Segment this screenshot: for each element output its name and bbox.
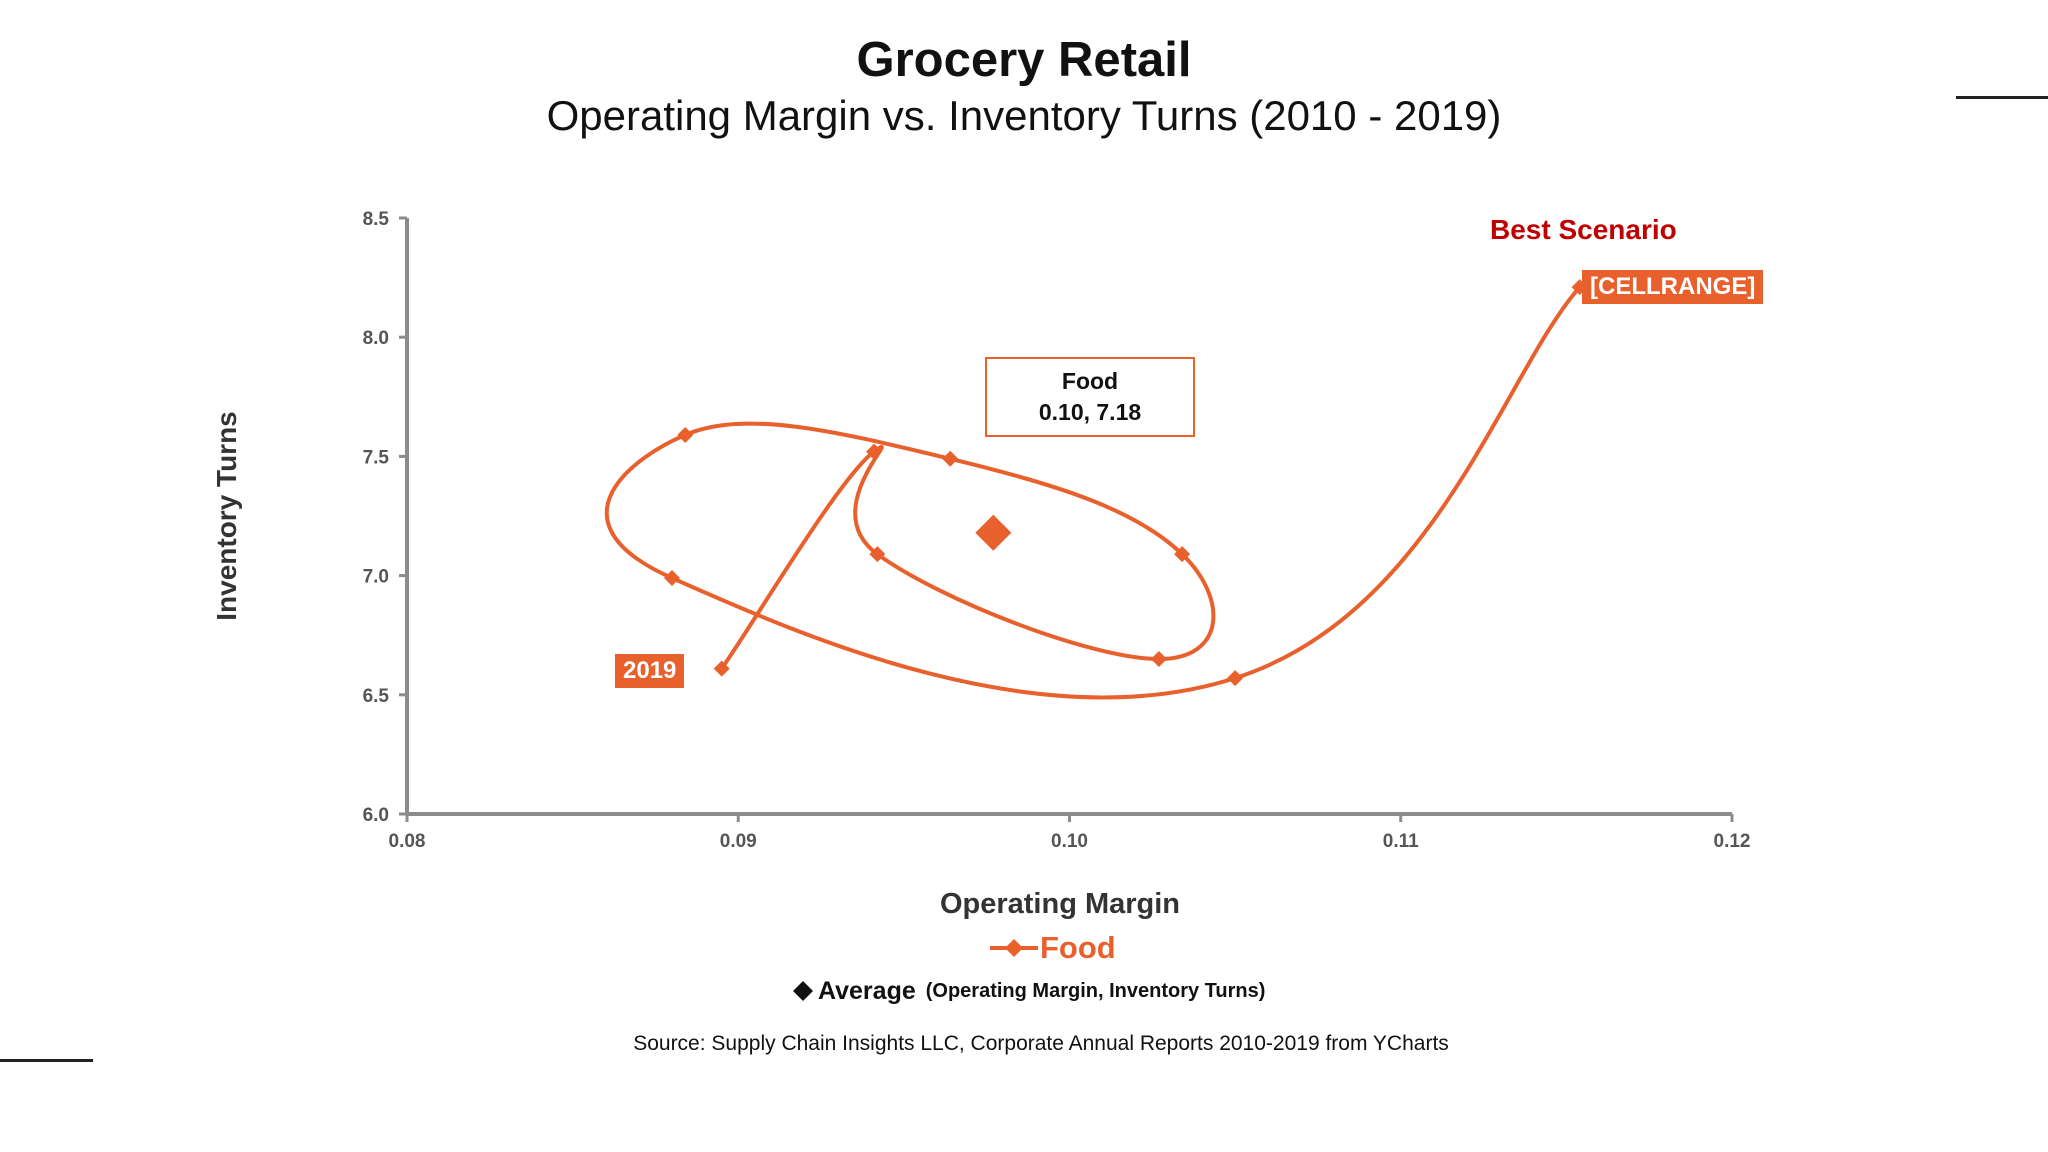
source-note: Source: Supply Chain Insights LLC, Corpo… — [633, 1032, 1449, 1055]
x-tick-label: 0.10 — [1051, 831, 1088, 852]
chart-series — [604, 279, 1588, 700]
x-axis-title: Operating Margin — [939, 888, 1181, 920]
x-tick-label: 0.11 — [1383, 831, 1419, 852]
decorative-line-right — [1956, 96, 2048, 99]
food-series-line — [604, 285, 1582, 700]
decorative-line-left — [0, 1059, 93, 1062]
chart-subtitle: Operating Margin vs. Inventory Turns (20… — [546, 92, 1502, 139]
legend-item-food: Food — [990, 930, 1116, 966]
y-tick-label: 6.5 — [363, 686, 390, 707]
end-point-label: 2019 — [615, 654, 685, 688]
x-tick-label: 0.08 — [389, 831, 426, 852]
y-tick-label: 8.0 — [363, 328, 389, 349]
legend-average-sub: (Operating Margin, Inventory Turns) — [925, 979, 1266, 1002]
average-callout-box: Food 0.10, 7.18 — [985, 357, 1195, 437]
average-data-point — [975, 514, 1012, 551]
y-tick-label: 7.0 — [363, 567, 389, 588]
x-tick-label: 0.12 — [1714, 831, 1751, 852]
food-data-point — [869, 546, 886, 563]
legend-average-label: Average — [818, 976, 916, 1005]
legend-food-marker — [990, 939, 1038, 957]
legend-food-label: Food — [1040, 930, 1116, 965]
chart-title: Grocery Retail — [856, 33, 1192, 87]
food-data-point — [713, 660, 730, 677]
average-callout-title: Food — [1061, 368, 1119, 394]
best-scenario-label: Best Scenario — [1490, 214, 1677, 245]
y-tick-label: 8.5 — [363, 209, 390, 230]
food-data-point — [942, 450, 959, 467]
legend-item-average: Average (Operating Margin, Inventory Tur… — [792, 974, 1265, 1008]
legend-average-marker — [793, 981, 813, 1001]
food-data-point — [866, 443, 883, 460]
food-data-point — [677, 426, 694, 443]
y-tick-label: 7.5 — [363, 447, 390, 468]
y-axis-title: Inventory Turns — [211, 411, 242, 621]
food-data-point — [1150, 651, 1167, 668]
food-data-point — [1174, 546, 1191, 563]
x-tick-label: 0.09 — [720, 831, 757, 852]
food-data-point — [1227, 670, 1244, 687]
start-point-label: [CELLRANGE] — [1582, 270, 1764, 304]
food-data-point — [664, 569, 680, 586]
average-callout-value: 0.10, 7.18 — [1038, 399, 1142, 425]
y-tick-label: 6.0 — [363, 805, 389, 826]
chart-ticks: 0.08 0.09 0.10 0.11 0.12 6.0 6.5 7.0 7.5 8.0 8.5 — [363, 209, 1751, 852]
